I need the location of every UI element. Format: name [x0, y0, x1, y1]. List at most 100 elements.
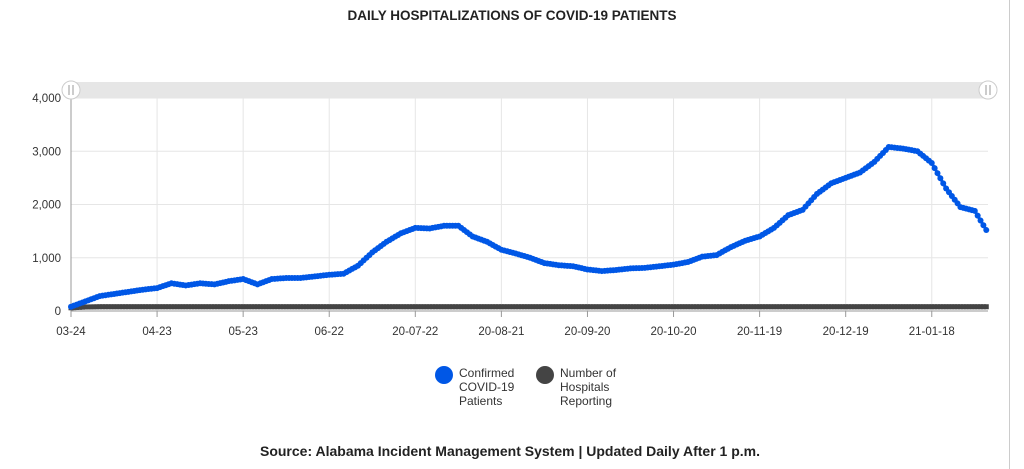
hospitals-point — [782, 304, 788, 310]
hospitals-point — [298, 304, 304, 310]
legend-marker-confirmed — [435, 366, 453, 384]
hospitals-point — [754, 304, 760, 310]
hospitals-point — [857, 304, 863, 310]
hospitals-point — [189, 304, 195, 310]
panel-border — [1009, 0, 1010, 469]
confirmed-point — [974, 212, 981, 219]
x-tick-label: 20-08-21 — [478, 326, 524, 338]
x-tick-label: 03-24 — [56, 326, 86, 338]
hospitals-point — [229, 304, 235, 310]
hospitals-point — [627, 304, 633, 310]
hospitals-point — [788, 304, 794, 310]
hospitals-point — [484, 304, 490, 310]
hospitals-point — [79, 304, 85, 310]
hospitals-point — [932, 304, 938, 310]
hospitals-point — [814, 304, 820, 310]
hospitals-point — [375, 304, 381, 310]
hospitals-point — [404, 304, 410, 310]
hospitals-point — [177, 304, 183, 310]
range-navigator-track[interactable] — [71, 82, 988, 98]
hospitals-point — [909, 304, 915, 310]
hospitals-point — [602, 304, 608, 310]
hospitals-point — [498, 304, 504, 310]
hospitals-point — [145, 304, 151, 310]
hospitals-point — [475, 304, 481, 310]
hospitals-point — [111, 304, 117, 310]
hospitals-point — [140, 304, 146, 310]
hospitals-point — [163, 304, 169, 310]
hospitals-point — [668, 304, 674, 310]
hospitals-point — [323, 304, 329, 310]
hospitals-point — [843, 304, 849, 310]
hospitals-point — [662, 304, 668, 310]
hospitals-point — [751, 304, 757, 310]
hospitals-point — [94, 304, 100, 310]
hospitals-point — [384, 304, 390, 310]
hospitals-point — [708, 304, 714, 310]
hospitals-point — [114, 304, 120, 310]
hospitals-point — [886, 304, 892, 310]
hospitals-point — [128, 304, 134, 310]
hospitals-point — [369, 304, 375, 310]
hospitals-point — [960, 304, 966, 310]
hospitals-point — [254, 304, 260, 310]
range-handle-left[interactable] — [61, 80, 81, 100]
x-tick-label: 06-22 — [315, 326, 344, 338]
hospitals-point — [837, 304, 843, 310]
x-tick-label: 20-07-22 — [392, 326, 438, 338]
hospitals-point — [381, 304, 387, 310]
hospitals-point — [943, 304, 949, 310]
hospitals-point — [263, 304, 269, 310]
hospitals-point — [599, 304, 605, 310]
hospitals-point — [774, 304, 780, 310]
legend-item-confirmed[interactable]: Confirmed COVID-19 Patients — [435, 366, 529, 408]
x-tick-label: 20-11-19 — [737, 326, 782, 338]
hospitals-point — [676, 304, 682, 310]
legend-line: Hospitals — [560, 380, 610, 394]
hospitals-point — [952, 304, 958, 310]
hospitals-point — [507, 304, 513, 310]
range-handle-right[interactable] — [978, 80, 998, 100]
hospitals-point — [269, 304, 275, 310]
confirmed-point — [977, 217, 984, 224]
hospitals-point — [424, 304, 430, 310]
hospitals-point — [277, 304, 283, 310]
hospitals-point — [120, 304, 126, 310]
hospitals-point — [559, 304, 565, 310]
hospitals-point — [671, 304, 677, 310]
hospitals-point — [252, 304, 258, 310]
hospitals-point — [275, 304, 281, 310]
hospitals-point — [771, 304, 777, 310]
hospitals-point — [691, 304, 697, 310]
legend-line: COVID-19 — [459, 380, 515, 394]
legend-item-hospitals[interactable]: Number of Hospitals Reporting — [536, 366, 630, 408]
hospitals-point — [352, 304, 358, 310]
hospitals-point — [300, 304, 306, 310]
hospitals-point — [100, 304, 106, 310]
hospitals-point — [656, 304, 662, 310]
confirmed-point — [980, 222, 987, 229]
hospitals-point — [421, 304, 427, 310]
hospitals-point — [906, 304, 912, 310]
hospitals-point — [441, 304, 447, 310]
hospitals-point — [286, 304, 292, 310]
hospitals-point — [874, 304, 880, 310]
hospitals-point — [699, 304, 705, 310]
hospitals-point — [197, 304, 203, 310]
hospitals-point — [315, 304, 321, 310]
hospitals-point — [980, 304, 986, 310]
hospitals-point — [183, 304, 189, 310]
hospitals-point — [211, 304, 217, 310]
hospitals-point — [378, 304, 384, 310]
hospitals-point — [978, 304, 984, 310]
hospitals-point — [206, 304, 212, 310]
hospitals-point — [914, 304, 920, 310]
hospitals-point — [645, 304, 651, 310]
hospitals-point — [186, 304, 192, 310]
hospitals-point — [731, 304, 737, 310]
hospitals-point — [539, 304, 545, 310]
hospitals-point — [630, 304, 636, 310]
hospitals-point — [946, 304, 952, 310]
hospitals-point — [398, 304, 404, 310]
hospitals-point — [705, 304, 711, 310]
